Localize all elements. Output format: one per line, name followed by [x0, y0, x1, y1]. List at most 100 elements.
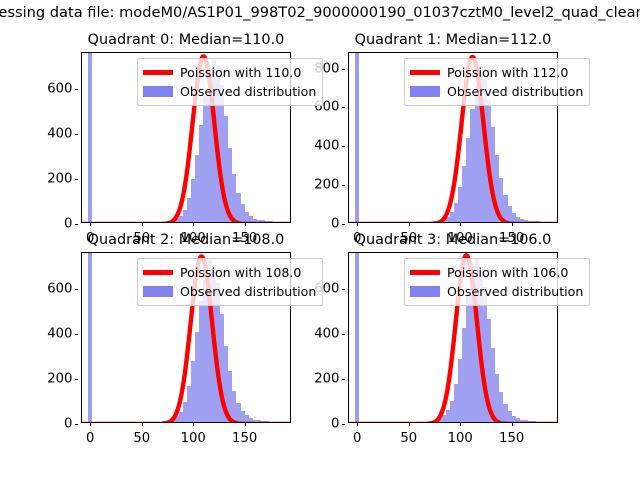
x-tick — [408, 222, 410, 226]
legend-label-poisson: Poission with 106.0 — [447, 265, 569, 280]
histogram-bar — [261, 220, 266, 222]
histogram-bar — [507, 411, 512, 422]
histogram-bar — [232, 173, 237, 222]
histogram-bar — [191, 179, 196, 222]
histogram-bar — [470, 269, 475, 422]
histogram-bar — [441, 415, 446, 422]
legend-line-swatch — [143, 270, 173, 275]
y-tick — [74, 334, 79, 336]
histogram-bar — [199, 125, 204, 222]
y-tick — [341, 146, 346, 148]
y-tick-label: 400 — [47, 326, 73, 342]
x-tick — [357, 222, 359, 226]
histogram-bar — [191, 361, 196, 422]
legend-patch-swatch — [410, 286, 440, 297]
histogram-bar — [470, 109, 475, 222]
histogram-bar — [491, 126, 496, 222]
histogram-bar — [244, 415, 249, 422]
histogram-spike-bar — [88, 253, 93, 422]
y-tick — [74, 424, 79, 426]
histogram-bar — [215, 282, 220, 422]
histogram-bar — [495, 373, 500, 422]
histogram-bar — [458, 187, 463, 222]
histogram-bar — [524, 220, 529, 222]
legend-line-swatch — [410, 70, 440, 75]
x-tick — [511, 422, 513, 426]
y-tick — [74, 224, 79, 226]
legend-quadrant-0: Poission with 110.0 Observed distributio… — [137, 58, 324, 106]
histogram-bar — [519, 218, 524, 222]
histogram-bar — [499, 391, 504, 422]
histogram-bar — [474, 85, 479, 222]
histogram-bar — [445, 216, 450, 222]
histogram-bar — [524, 420, 529, 422]
histogram-bar — [219, 314, 225, 422]
legend-line-swatch — [143, 70, 173, 75]
x-tick-label: 0 — [86, 230, 95, 246]
y-tick — [74, 379, 79, 381]
histogram-bar — [269, 221, 274, 222]
subplot-title-quadrant-0: Quadrant 0: Median=110.0 — [87, 32, 285, 48]
histogram-bar — [248, 417, 253, 422]
y-tick — [341, 68, 346, 70]
histogram-bar — [503, 194, 508, 222]
histogram-bar — [261, 420, 266, 422]
legend-label-poisson: Poission with 110.0 — [180, 65, 302, 80]
y-tick-label: 200 — [47, 171, 73, 187]
x-tick-label: 0 — [86, 430, 95, 446]
legend-patch-swatch — [143, 286, 173, 297]
legend-label-observed: Observed distribution — [447, 84, 584, 99]
y-tick-label: 200 — [314, 177, 340, 193]
histogram-bar — [507, 205, 512, 222]
y-tick — [74, 134, 79, 136]
x-tick — [141, 222, 143, 226]
y-tick — [341, 224, 346, 226]
x-tick — [357, 422, 359, 426]
x-tick — [141, 422, 143, 426]
figure-suptitle-container: Processing data file: modeM0/AS1P01_998T… — [0, 0, 640, 28]
legend-entry-observed: Observed distribution — [143, 82, 316, 101]
histogram-bar — [257, 420, 262, 422]
y-tick — [341, 334, 346, 336]
y-tick — [341, 379, 346, 381]
y-tick-label: 0 — [331, 416, 340, 432]
histogram-bar — [211, 60, 216, 222]
x-tick-label: 100 — [180, 230, 206, 246]
histogram-bar — [203, 96, 208, 222]
y-tick-label: 400 — [314, 326, 340, 342]
x-tick-label: 150 — [232, 430, 258, 446]
subplot-quadrant-3: Quadrant 3: Median=106.0 0 50 100 150 0 200 4… — [314, 232, 591, 446]
histogram-bar — [466, 138, 471, 222]
histogram-bar — [248, 216, 253, 222]
x-tick-label: 50 — [133, 430, 151, 446]
subplot-quadrant-2: Quadrant 2: Median=108.0 0 50 100 150 0 200 4… — [47, 232, 324, 446]
x-tick-label: 50 — [400, 230, 418, 246]
x-tick-label: 150 — [499, 230, 525, 246]
histogram-bar — [474, 257, 479, 422]
histogram-bar — [462, 327, 467, 422]
histogram-bar — [224, 345, 229, 422]
x-tick-label: 50 — [133, 230, 151, 246]
histogram-bar — [491, 347, 496, 422]
histogram-bar — [236, 402, 241, 422]
poisson-fit-curve — [349, 54, 557, 222]
y-tick-label: 400 — [47, 126, 73, 142]
histogram-bar — [532, 221, 537, 222]
histogram-bar — [458, 359, 463, 422]
plot-area-quadrant-1 — [349, 53, 557, 222]
histogram-bar — [174, 416, 179, 422]
legend-entry-observed: Observed distribution — [143, 282, 316, 301]
poisson-fit-curve — [82, 254, 290, 422]
x-tick-label: 100 — [447, 430, 473, 446]
x-tick-label: 150 — [232, 230, 258, 246]
plot-area-quadrant-2 — [82, 253, 290, 422]
legend-entry-observed: Observed distribution — [410, 82, 583, 101]
y-tick-label: 600 — [47, 81, 73, 97]
legend-quadrant-2: Poission with 108.0 Observed distributio… — [137, 258, 324, 306]
histogram-bar — [495, 154, 500, 222]
y-tick-label: 400 — [314, 138, 340, 154]
x-tick-label: 0 — [353, 230, 362, 246]
histogram-bar — [244, 212, 249, 222]
histogram-bar — [224, 116, 229, 222]
x-tick — [90, 222, 92, 226]
